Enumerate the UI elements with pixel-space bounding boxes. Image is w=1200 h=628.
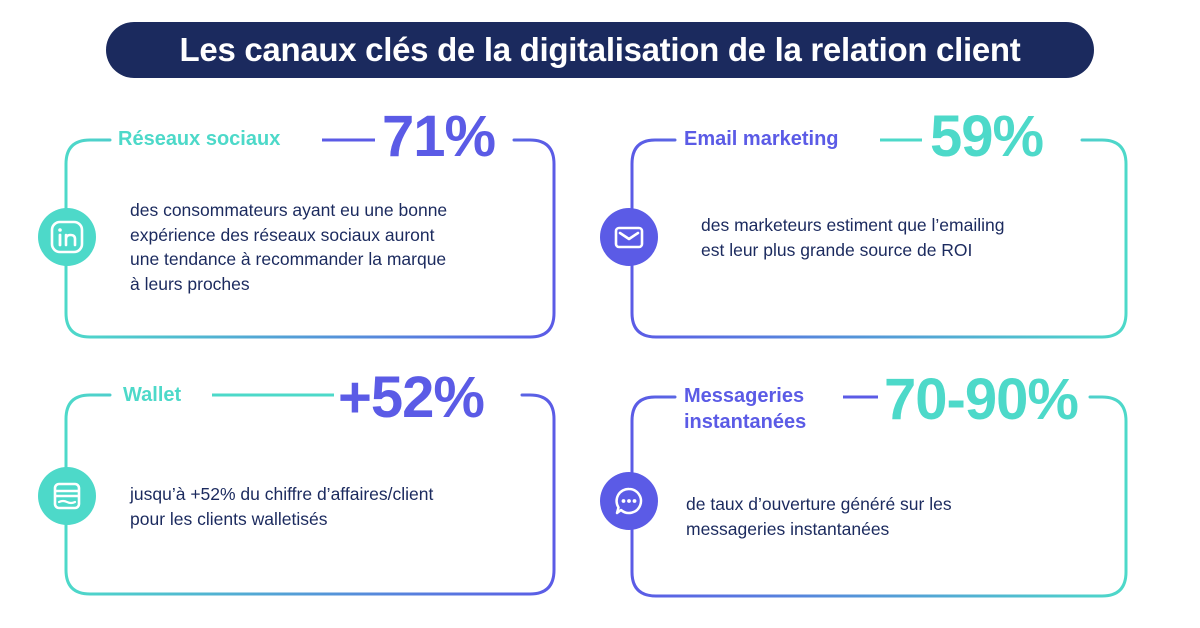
card-label: Réseaux sociaux [118,128,281,150]
description-line: pour les clients walletisés [130,508,328,529]
card-description: de taux d’ouverture généré sur les messa… [686,492,952,541]
description-line: une tendance à recommander la marque [130,249,447,269]
page-title: Les canaux clés de la digitalisation de … [179,31,1021,68]
description-line: des consommateurs ayant eu une bonne [130,200,448,220]
description-line: des marketeurs estiment que l’emailing [701,215,1005,235]
card-label-line: instantanées [684,411,807,433]
chat-bubble-icon [600,472,658,530]
card-label: Wallet [123,384,182,406]
card-description: jusqu’à +52% du chiffre d’affaires/clien… [130,482,433,531]
card-stat: 59% [930,104,1044,169]
card-stat: 70-90% [884,367,1079,432]
description-line: messageries instantanées [686,518,890,539]
title-banner: Les canaux clés de la digitalisation de … [106,22,1094,78]
card-description: des consommateurs ayant eu une bonne exp… [130,198,447,296]
card-label: Email marketing [684,128,839,150]
description-line: est leur plus grande source de ROI [701,239,973,260]
card-stat: +52% [338,365,485,430]
description-line: de taux d’ouverture généré sur les [686,494,952,514]
card-label: Messageries instantanées [684,383,806,435]
wallet-icon [38,467,96,525]
description-line: jusqu’à +52% du chiffre d’affaires/clien… [130,484,434,504]
card-label-line: Messageries [684,385,805,407]
description-line: expérience des réseaux sociaux auront [130,224,435,245]
envelope-icon [600,208,658,266]
description-line: à leurs proches [130,273,250,294]
card-description: des marketeurs estiment que l’emailing e… [701,213,1004,262]
linkedin-icon [38,208,96,266]
card-stat: 71% [382,104,496,169]
